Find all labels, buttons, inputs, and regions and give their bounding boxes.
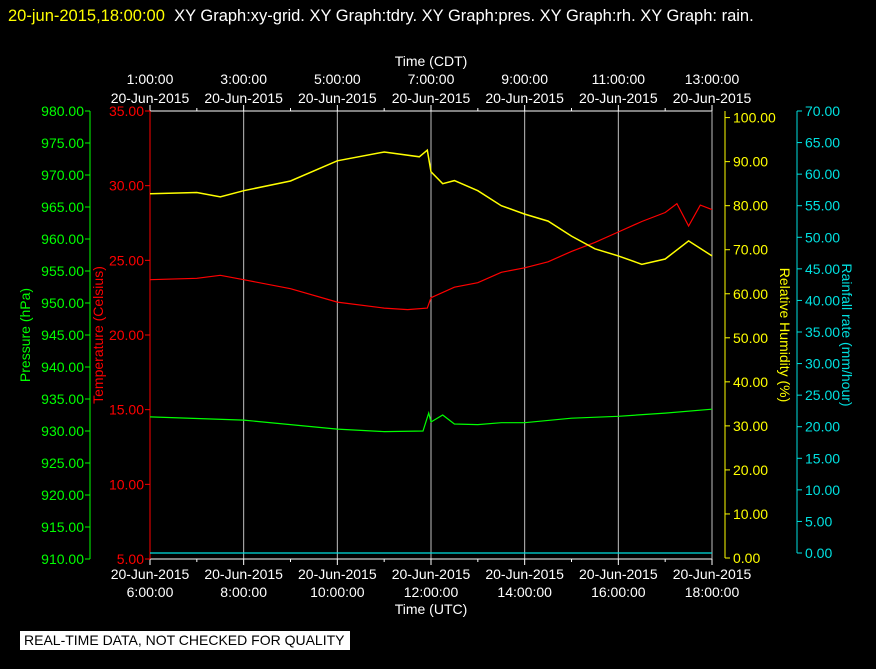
- pressure-tick-label: 970.00: [41, 167, 84, 183]
- temperature-tick-label: 5.00: [117, 551, 144, 567]
- graph-list: XY Graph:xy-grid. XY Graph:tdry. XY Grap…: [174, 7, 754, 25]
- rain-tick-label: 10.00: [805, 482, 840, 498]
- rh-tick-label: 80.00: [733, 198, 768, 214]
- x-top-tick-label-date: 20-Jun-2015: [204, 90, 283, 106]
- temperature-tick-label: 35.00: [109, 103, 144, 119]
- rh-tick-label: 40.00: [733, 374, 768, 390]
- quality-note: REAL-TIME DATA, NOT CHECKED FOR QUALITY: [20, 631, 351, 650]
- x-top-tick-label-date: 20-Jun-2015: [298, 90, 377, 106]
- pressure-tick-label: 950.00: [41, 295, 84, 311]
- x-tick-label-date: 20-Jun-2015: [111, 566, 190, 582]
- rain-tick-label: 0.00: [805, 545, 832, 561]
- temperature-tick-label: 15.00: [109, 402, 144, 418]
- rh-tick-label: 60.00: [733, 286, 768, 302]
- pressure-tick-label: 920.00: [41, 487, 84, 503]
- x-axis-title-bottom: Time (UTC): [395, 601, 468, 617]
- pressure-tick-label: 955.00: [41, 263, 84, 279]
- x-axis-title-top: Time (CDT): [395, 53, 468, 69]
- x-top-tick-label-time: 11:00:00: [592, 71, 646, 87]
- pressure-tick-label: 915.00: [41, 519, 84, 535]
- pressure-tick-label: 940.00: [41, 359, 84, 375]
- rain-tick-label: 35.00: [805, 324, 840, 340]
- rain-tick-label: 25.00: [805, 387, 840, 403]
- rain-tick-label: 60.00: [805, 166, 840, 182]
- graph-title: 20-jun-2015,18:00:00 XY Graph:xy-grid. X…: [8, 3, 868, 29]
- x-top-tick-label-time: 5:00:00: [314, 71, 361, 87]
- pressure-tick-label: 965.00: [41, 199, 84, 215]
- x-top-tick-label-time: 1:00:00: [127, 71, 174, 87]
- rain-tick-label: 45.00: [805, 261, 840, 277]
- pressure-tick-label: 960.00: [41, 231, 84, 247]
- temperature-axis-title: Temperature (Celsius): [90, 266, 106, 404]
- x-top-tick-label-time: 13:00:00: [685, 71, 740, 87]
- rain-tick-label: 40.00: [805, 292, 840, 308]
- rain-tick-label: 5.00: [805, 513, 832, 529]
- x-top-tick-label-time: 3:00:00: [220, 71, 267, 87]
- x-tick-label-date: 20-Jun-2015: [579, 566, 658, 582]
- x-tick-label-time: 6:00:00: [127, 584, 174, 600]
- rain-tick-label: 15.00: [805, 450, 840, 466]
- x-tick-label-date: 20-Jun-2015: [485, 566, 564, 582]
- pressure-tick-label: 980.00: [41, 103, 84, 119]
- pressure-tick-label: 930.00: [41, 423, 84, 439]
- series-line-tdry: [149, 202, 713, 311]
- temperature-tick-label: 20.00: [109, 327, 144, 343]
- rain-tick-label: 20.00: [805, 419, 840, 435]
- x-tick-label-date: 20-Jun-2015: [673, 566, 752, 582]
- x-tick-label-time: 10:00:00: [310, 584, 365, 600]
- rh-tick-label: 90.00: [733, 154, 768, 170]
- x-tick-label-date: 20-Jun-2015: [204, 566, 283, 582]
- x-tick-label-time: 18:00:00: [685, 584, 740, 600]
- pressure-axis-title: Pressure (hPa): [17, 288, 33, 382]
- rh-tick-label: 10.00: [733, 506, 768, 522]
- rh-axis-title: Relative Humidity (%): [777, 268, 793, 403]
- timestamp: 20-jun-2015,18:00:00: [8, 7, 165, 25]
- rh-tick-label: 50.00: [733, 330, 768, 346]
- pressure-tick-label: 975.00: [41, 135, 84, 151]
- rh-tick-label: 70.00: [733, 242, 768, 258]
- x-top-tick-label-time: 9:00:00: [501, 71, 548, 87]
- rain-axis-title: Rainfall rate (mm/hour): [839, 263, 855, 406]
- x-tick-label-date: 20-Jun-2015: [392, 566, 471, 582]
- x-tick-label-time: 12:00:00: [404, 584, 459, 600]
- pressure-tick-label: 925.00: [41, 455, 84, 471]
- rh-tick-label: 0.00: [733, 550, 760, 566]
- rain-tick-label: 30.00: [805, 356, 840, 372]
- rh-tick-label: 100.00: [733, 110, 776, 126]
- rain-tick-label: 70.00: [805, 103, 840, 119]
- rh-tick-label: 30.00: [733, 418, 768, 434]
- x-top-tick-label-date: 20-Jun-2015: [673, 90, 752, 106]
- x-top-tick-label-date: 20-Jun-2015: [579, 90, 658, 106]
- x-tick-label-time: 16:00:00: [591, 584, 646, 600]
- pressure-tick-label: 935.00: [41, 391, 84, 407]
- rain-tick-label: 50.00: [805, 229, 840, 245]
- x-top-tick-label-date: 20-Jun-2015: [392, 90, 471, 106]
- series-line-pres: [149, 408, 713, 433]
- rain-tick-label: 55.00: [805, 198, 840, 214]
- series-line-rh: [149, 148, 713, 266]
- temperature-tick-label: 25.00: [109, 252, 144, 268]
- x-top-tick-label-time: 7:00:00: [408, 71, 455, 87]
- x-top-tick-label-date: 20-Jun-2015: [485, 90, 564, 106]
- pressure-tick-label: 910.00: [41, 551, 84, 567]
- x-tick-label-date: 20-Jun-2015: [298, 566, 377, 582]
- x-tick-label-time: 8:00:00: [220, 584, 267, 600]
- temperature-tick-label: 10.00: [109, 476, 144, 492]
- x-tick-label-time: 14:00:00: [497, 584, 552, 600]
- x-top-tick-label-date: 20-Jun-2015: [111, 90, 190, 106]
- rain-tick-label: 65.00: [805, 135, 840, 151]
- temperature-tick-label: 30.00: [109, 178, 144, 194]
- rh-tick-label: 20.00: [733, 462, 768, 478]
- pressure-tick-label: 945.00: [41, 327, 84, 343]
